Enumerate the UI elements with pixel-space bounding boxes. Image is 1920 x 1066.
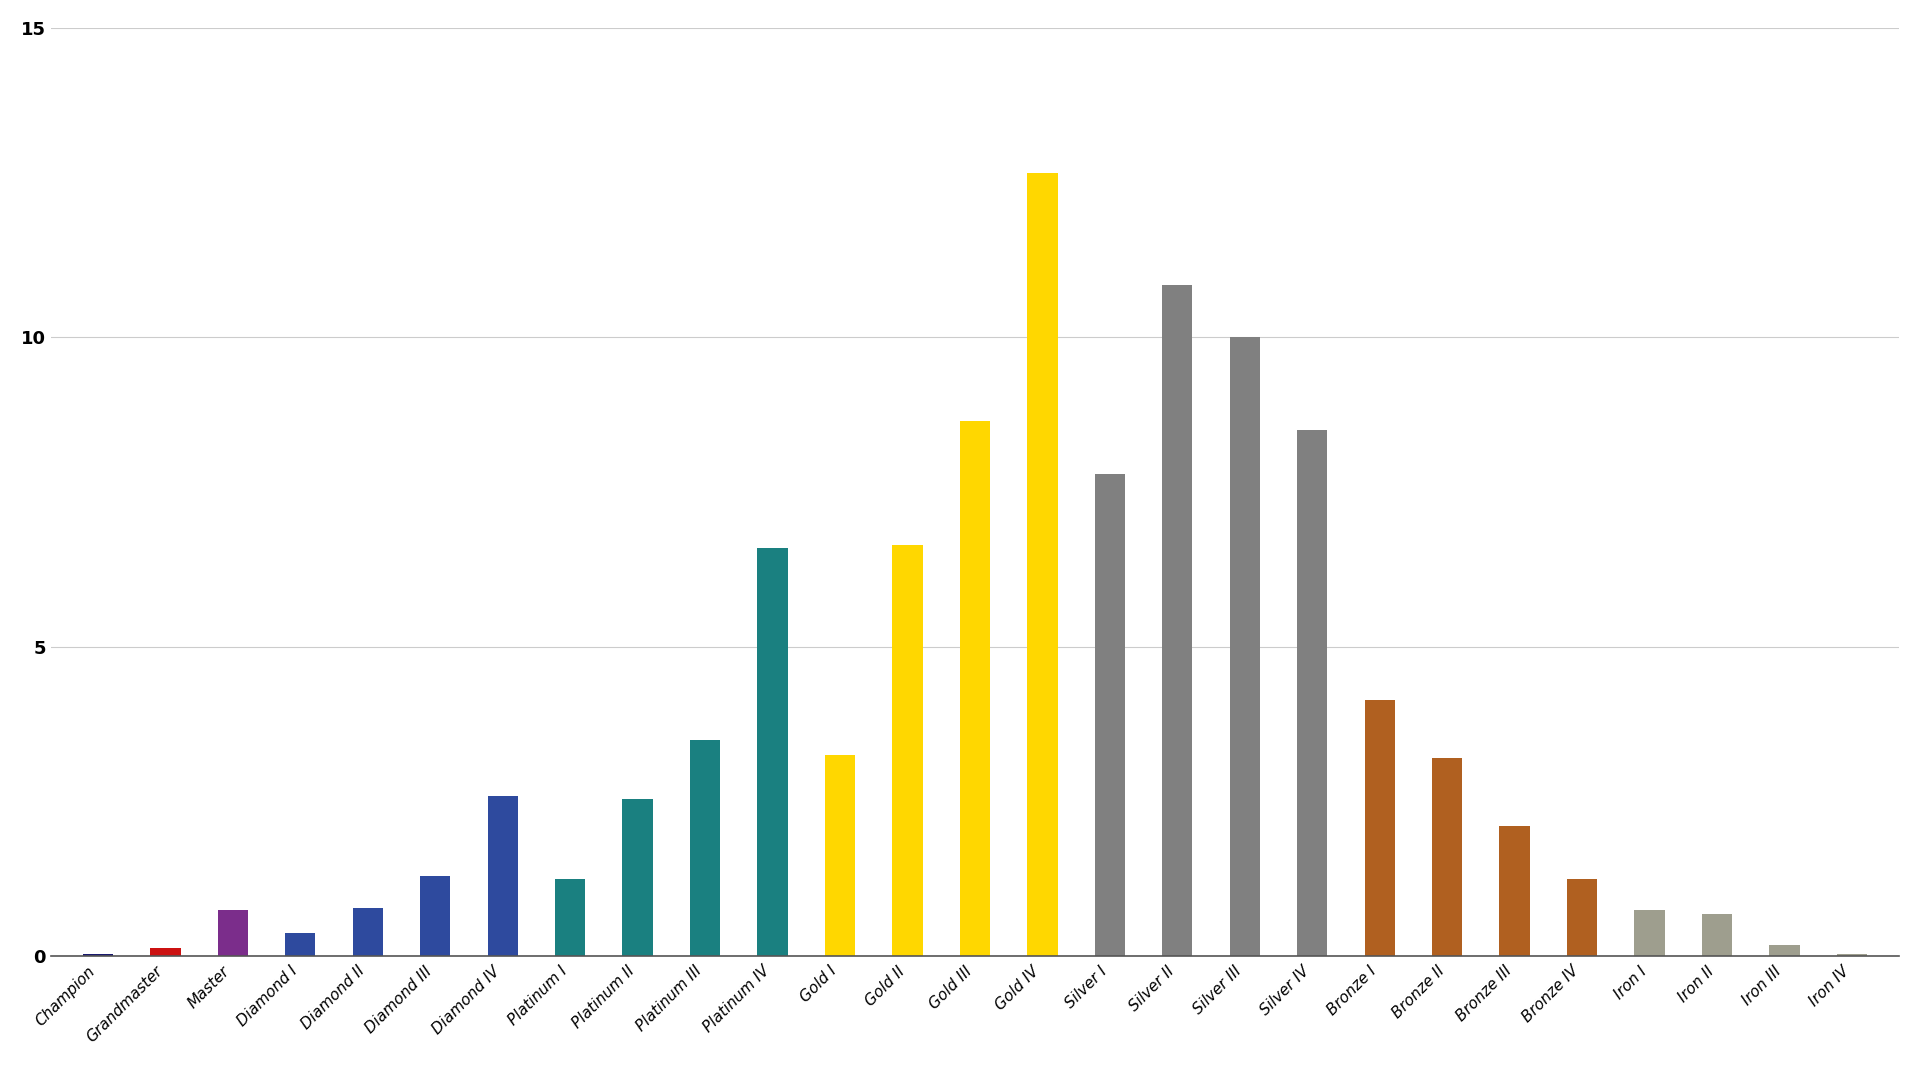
Bar (893, 545, 924, 956)
Bar (353, 908, 382, 956)
Bar (1162, 285, 1192, 956)
Bar (217, 910, 248, 956)
Bar (150, 949, 180, 956)
Bar (286, 933, 315, 956)
Bar (420, 876, 451, 956)
Bar (1634, 910, 1665, 956)
Bar (960, 421, 991, 956)
Bar (1432, 758, 1463, 956)
Bar (689, 740, 720, 956)
Bar (1027, 174, 1058, 956)
Bar (1837, 954, 1866, 956)
Bar (1298, 431, 1327, 956)
Bar (1094, 473, 1125, 956)
Bar (488, 795, 518, 956)
Bar (83, 954, 113, 956)
Bar (756, 548, 787, 956)
Bar (826, 755, 854, 956)
Bar (1567, 879, 1597, 956)
Bar (1701, 915, 1732, 956)
Bar (1229, 337, 1260, 956)
Bar (1365, 699, 1396, 956)
Bar (622, 798, 653, 956)
Bar (1500, 826, 1530, 956)
Bar (1770, 946, 1799, 956)
Bar (555, 879, 586, 956)
